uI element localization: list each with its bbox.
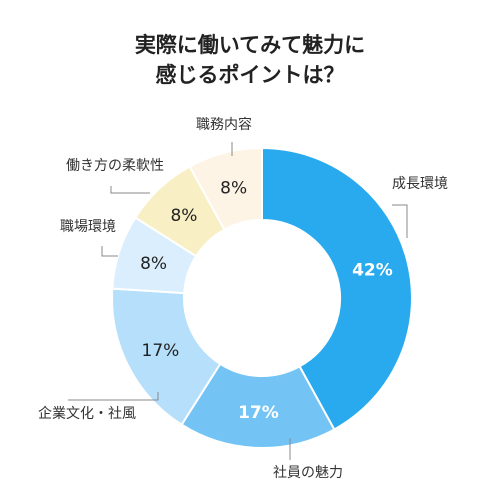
value-label-5: 8%	[170, 206, 197, 226]
leader-line-1	[392, 204, 408, 238]
category-label-6: 職務内容	[196, 116, 252, 133]
value-label-1: 42%	[352, 261, 393, 281]
donut-slice-6	[188, 146, 263, 232]
chart-title: 実際に働いてみて魅力に 感じるポイントは？	[0, 30, 500, 90]
chart-title-line-2: 感じるポイントは？	[155, 63, 345, 87]
leader-line-3	[68, 392, 159, 401]
category-label-4: 職場環境	[60, 219, 116, 235]
leader-line-5	[110, 186, 150, 194]
donut-slice-1	[261, 146, 413, 431]
category-label-1: 成長環境	[392, 176, 448, 192]
donut-slices	[111, 146, 413, 449]
category-label-3: 企業文化・社風	[38, 405, 136, 422]
value-label-4: 8%	[140, 254, 167, 274]
category-label-2: 社員の魅力	[273, 465, 343, 481]
value-label-2: 17%	[238, 403, 279, 423]
value-labels: 42% 17% 17% 8% 8% 8%	[140, 179, 393, 423]
category-label-5: 働き方の柔軟性	[66, 158, 164, 174]
leader-lines	[68, 142, 408, 460]
value-label-6: 8%	[220, 179, 247, 199]
value-label-3: 17%	[142, 341, 180, 361]
chart-title-line-1: 実際に働いてみて魅力に	[134, 33, 366, 57]
leader-line-4	[101, 246, 118, 257]
